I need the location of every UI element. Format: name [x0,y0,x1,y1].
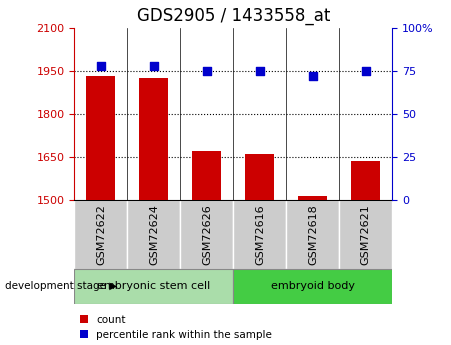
Text: GSM72621: GSM72621 [361,204,371,265]
Text: GSM72622: GSM72622 [96,204,106,265]
Bar [339,200,392,269]
Bar [192,151,221,200]
Bar [139,78,169,200]
Point [97,63,105,68]
Text: embryoid body: embryoid body [271,282,355,291]
Point [256,68,263,73]
Bar [298,196,327,200]
Text: GSM72626: GSM72626 [202,204,212,265]
Text: GSM72624: GSM72624 [149,204,159,265]
Text: development stage ▶: development stage ▶ [5,282,117,291]
Point [362,68,369,73]
Bar [234,200,286,269]
Bar [234,269,392,304]
Bar [180,200,234,269]
Bar [74,269,233,304]
Bar [245,154,275,200]
Bar [127,200,180,269]
Bar [74,200,127,269]
Title: GDS2905 / 1433558_at: GDS2905 / 1433558_at [137,7,330,25]
Legend: count, percentile rank within the sample: count, percentile rank within the sample [80,315,272,340]
Point [150,63,157,68]
Text: embryonic stem cell: embryonic stem cell [97,282,211,291]
Text: GSM72616: GSM72616 [255,204,265,265]
Bar [286,200,339,269]
Bar [351,161,381,200]
Point [203,68,211,73]
Point [309,73,317,79]
Bar [86,77,115,200]
Text: GSM72618: GSM72618 [308,204,318,265]
